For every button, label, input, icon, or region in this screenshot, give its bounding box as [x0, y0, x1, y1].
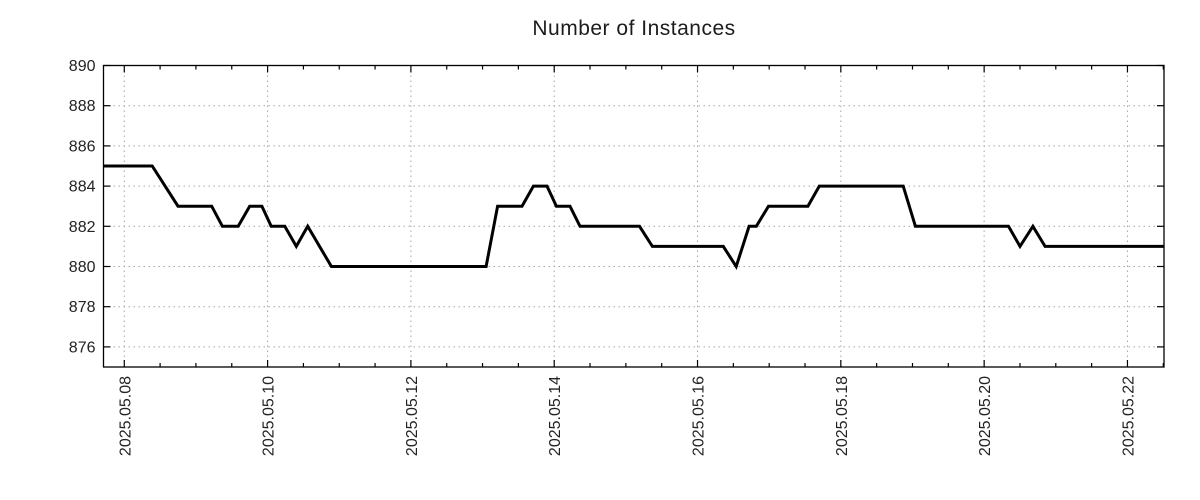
y-tick-label: 876	[69, 339, 96, 356]
plot-frame	[102, 64, 1165, 368]
y-tick-label: 882	[69, 219, 96, 236]
x-tick-label: 2025.05.10	[261, 376, 278, 456]
y-tick-label: 884	[69, 179, 96, 196]
chart-title: Number of Instances	[532, 17, 736, 40]
y-tick-label: 878	[69, 299, 96, 316]
x-tick-label: 2025.05.08	[117, 376, 134, 456]
y-tick-label: 890	[69, 58, 96, 75]
data-line	[103, 164, 1164, 270]
x-tick-label: 2025.05.12	[404, 376, 421, 456]
y-tick-label: 886	[69, 138, 96, 155]
x-tick-label: 2025.05.16	[691, 376, 708, 456]
x-tick-label: 2025.05.18	[834, 376, 851, 456]
x-tick-label: 2025.05.14	[547, 376, 564, 456]
y-tick-label: 888	[69, 98, 96, 115]
x-tick-label: 2025.05.22	[1120, 376, 1137, 456]
x-tick-label: 2025.05.20	[977, 376, 994, 456]
y-tick-label: 880	[69, 259, 96, 276]
